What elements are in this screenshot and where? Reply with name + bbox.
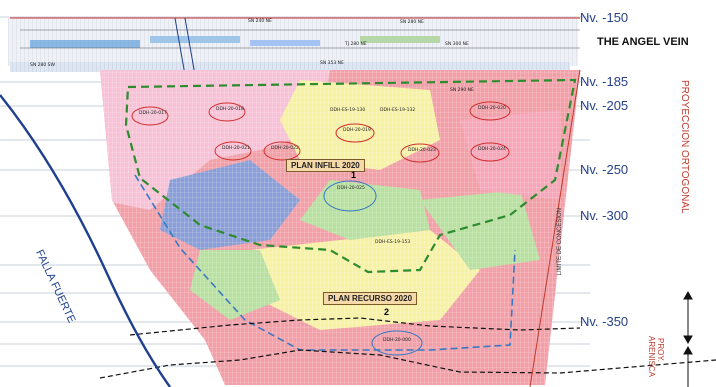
section-title: THE ANGEL VEIN (597, 36, 689, 48)
planned-hole-tag: DDH-20-023 (408, 148, 436, 153)
sandstone-label-a: PROY. (656, 338, 665, 362)
working-label: SN 290 NE (450, 88, 474, 93)
working-label: SN 280 SW (30, 63, 55, 68)
planned-hole-tag: DDH-20-018 (216, 107, 244, 112)
concession-label: LIMITE DE CONCESION (557, 208, 563, 276)
existing-hole-tag: DDH-20-000 (383, 338, 411, 343)
planned-hole-tag: DDH-20-021 (222, 146, 250, 151)
level-label-300: Nv. -300 (580, 208, 629, 223)
sandstone-contact-upper (129, 317, 581, 336)
planned-hole-tag: DDH-20-017 (139, 111, 167, 116)
working-label: SN 300 NE (445, 42, 469, 47)
planned-hole-tag: DDH-20-020 (478, 106, 506, 111)
sandstone-label-b: ARENISCA (647, 336, 656, 377)
plan-marker-2: 2 (384, 307, 390, 317)
existing-hole-tag: DDH-ES-19-132 (380, 108, 416, 113)
existing-hole-tag: DDH-ES-19-153 (375, 240, 411, 245)
planned-hole-tag: DDH-20-022 (271, 146, 299, 151)
thickness-arrows (683, 290, 693, 387)
working-label: SN 240 NE (248, 19, 272, 24)
grade-zones (100, 70, 580, 385)
existing-hole-tag: DDH-ES-19-130 (330, 108, 366, 113)
fault-line (0, 94, 171, 387)
plan-infill-label: PLAN INFILL 2020 (286, 159, 365, 172)
level-label-205: Nv. -205 (580, 98, 629, 113)
planned-hole-tag: DDH-20-024 (478, 147, 506, 152)
projection-label: PROYECCION ORTOGONAL (679, 80, 690, 214)
working-label: SN 353 NE (320, 61, 344, 66)
concession-line (529, 69, 581, 387)
level-label-185: Nv. -185 (580, 74, 629, 89)
sandstone-contact-lower (99, 349, 716, 379)
plan-marker-1: 1 (351, 170, 357, 180)
level-label-150: Nv. -150 (580, 10, 629, 25)
working-label: TJ 280 NE (345, 42, 367, 47)
planned-hole-tag: DDH-20-025 (337, 186, 365, 191)
level-label-250: Nv. -250 (580, 162, 629, 177)
plan-recurso-label: PLAN RECURSO 2020 (323, 292, 418, 305)
infill-outline (124, 78, 577, 274)
planned-hole-rings (131, 101, 511, 356)
mine-workings (8, 17, 580, 76)
planned-hole-tag: DDH-20-019 (343, 128, 371, 133)
level-label-350: Nv. -350 (580, 314, 629, 329)
working-label: SN 280 NE (400, 20, 424, 25)
